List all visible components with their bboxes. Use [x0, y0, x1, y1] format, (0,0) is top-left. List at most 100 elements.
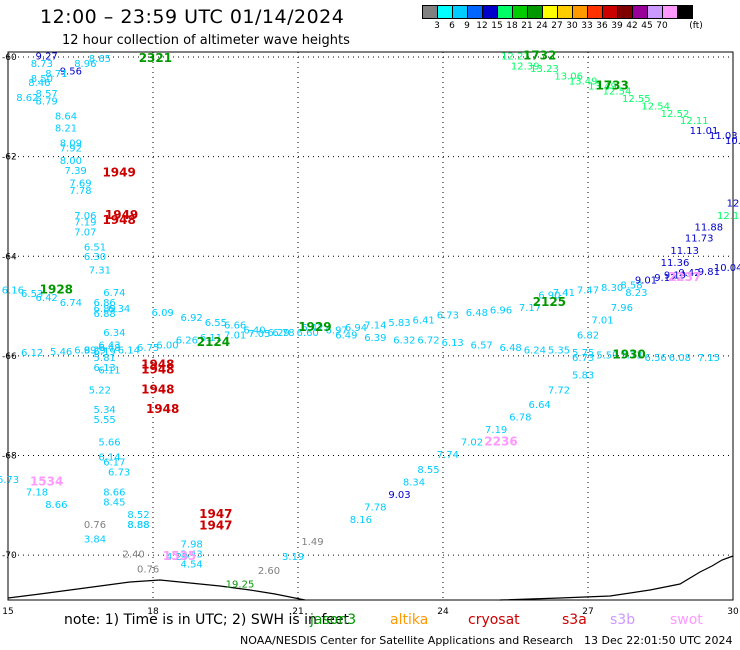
wave-height-value: 1.49	[301, 537, 323, 548]
wave-height-value: 6.34	[108, 304, 130, 315]
wave-height-value: 3.43	[181, 550, 203, 561]
pass-time-label: 1930	[612, 347, 645, 361]
wave-height-value: 6.26	[176, 335, 198, 346]
wave-height-value: 7.98	[181, 540, 203, 551]
wave-height-value: 4.54	[181, 560, 203, 571]
lat-tick-label: -68	[2, 452, 17, 462]
wave-height-value: 12.54	[603, 86, 632, 97]
wave-height-value: 6.75	[137, 343, 159, 354]
wave-height-value: 6.09	[152, 308, 174, 319]
legend-tick-label: 9	[464, 21, 470, 31]
lon-tick-label: 30	[727, 607, 739, 617]
wave-height-value: 3.19	[282, 552, 304, 563]
legend-tick-label: 70	[656, 21, 668, 31]
wave-height-value: 2.40	[123, 550, 145, 561]
wave-height-value: 6.08	[669, 353, 691, 364]
map-frame	[7, 51, 734, 601]
lon-tick-label: 24	[437, 607, 449, 617]
pass-time-label: 1732	[523, 48, 556, 62]
wave-height-value: 5.22	[89, 385, 111, 396]
mission-swot: swot	[670, 612, 703, 628]
wave-height-value: 7.39	[65, 166, 87, 177]
wave-height-value: 12.11	[680, 116, 709, 127]
wave-height-value: 5.83	[572, 370, 594, 381]
wave-height-value: 7.07	[74, 227, 96, 238]
wave-height-value: 5.55	[94, 415, 116, 426]
wave-height-value: 6.29	[268, 328, 290, 339]
wave-height-value: 5.34	[94, 405, 116, 416]
wave-height-value: 7.06	[74, 211, 96, 222]
mission-jason3: jason3	[310, 612, 357, 628]
wave-height-value: 8.09	[60, 139, 82, 150]
wave-height-value: 13.23	[530, 64, 559, 75]
wave-height-value: 8.88	[127, 520, 149, 531]
wave-height-value: 6.42	[36, 293, 58, 304]
wave-height-value: 6.43	[98, 340, 120, 351]
coastline	[499, 555, 734, 601]
wave-height-value: 8.45	[103, 497, 125, 508]
map-title: 12:00 – 23:59 UTC 01/14/2024	[40, 6, 345, 28]
mission-cryosat: cryosat	[468, 612, 520, 628]
legend-tick-label: 36	[596, 21, 608, 31]
legend-tick-label: 33	[581, 21, 593, 31]
wave-height-value: 13.49	[569, 76, 598, 87]
pass-time-label: 1733	[595, 78, 628, 92]
wave-height-value: 6.64	[529, 400, 551, 411]
wave-height-value: 6.14	[98, 453, 120, 464]
wave-height-value: 6.42	[301, 323, 323, 334]
legend-swatch	[677, 5, 693, 19]
wave-height-value: 6.74	[103, 288, 125, 299]
wave-height-value: 7.17	[519, 303, 541, 314]
wave-height-value: 6.13	[442, 338, 464, 349]
lat-tick-label: -70	[2, 551, 17, 561]
wave-height-value: 8.23	[625, 288, 647, 299]
wave-height-value: 7.18	[26, 487, 48, 498]
wave-height-value: 8.21	[55, 124, 77, 135]
wave-height-value: 6.57	[471, 340, 493, 351]
legend-tick-label: 18	[506, 21, 518, 31]
wave-height-value: 6.99	[74, 345, 96, 356]
wave-height-value: 7.92	[60, 144, 82, 155]
legend-tick-label: 3	[434, 21, 440, 31]
legend-tick-label: 24	[536, 21, 548, 31]
wave-height-value: 7.15	[698, 353, 720, 364]
legend-tick-label: 27	[551, 21, 563, 31]
wave-height-value: 12.21	[501, 51, 530, 62]
wave-height-value: 5.59	[596, 350, 618, 361]
wave-height-value: 8.52	[127, 510, 149, 521]
pass-time-label: 2321	[139, 51, 172, 65]
wave-height-value: 8.00	[60, 156, 82, 167]
pass-time-label: 1948	[141, 357, 174, 371]
lat-tick-label: -64	[2, 252, 17, 262]
wave-height-value: 13.49	[588, 81, 617, 92]
wave-height-value: 6.41	[413, 316, 435, 327]
wave-height-value: 6.74	[60, 298, 82, 309]
wave-height-value: 6.94	[345, 323, 367, 334]
wave-height-value: 8.16	[350, 515, 372, 526]
wave-height-value: 11.13	[670, 246, 699, 257]
wave-height-value: 8.57	[36, 89, 58, 100]
wave-height-value: 7.47	[577, 286, 599, 297]
wave-height-value: 11.36	[661, 258, 690, 269]
wave-height-value: 8.46	[28, 78, 50, 89]
wave-height-value: 7.19	[485, 425, 507, 436]
wave-height-value: 8.79	[36, 96, 58, 107]
wave-height-value: 9.01	[635, 276, 657, 287]
wave-height-value: 6.66	[224, 320, 246, 331]
wave-height-value: 9.81	[698, 267, 720, 278]
wave-height-value: 8.62	[16, 93, 38, 104]
legend-swatches	[422, 5, 740, 19]
wave-height-value: 5.66	[98, 438, 120, 449]
wave-height-value: 12	[727, 198, 740, 209]
mission-altika: altika	[390, 612, 429, 628]
wave-height-value: 8.50	[31, 74, 53, 85]
wave-height-value: 7.69	[69, 179, 91, 190]
legend-tick-label: 12	[476, 21, 488, 31]
wave-height-value: 6.00	[156, 340, 178, 351]
wave-height-value: 7.05	[248, 329, 270, 340]
wave-height-value: 8.71	[45, 69, 67, 80]
pass-time-label: 1948	[102, 213, 135, 227]
wave-height-value: 6.55	[205, 318, 227, 329]
wave-height-value: 7.78	[364, 502, 386, 513]
wave-height-value: 6.78	[509, 413, 531, 424]
